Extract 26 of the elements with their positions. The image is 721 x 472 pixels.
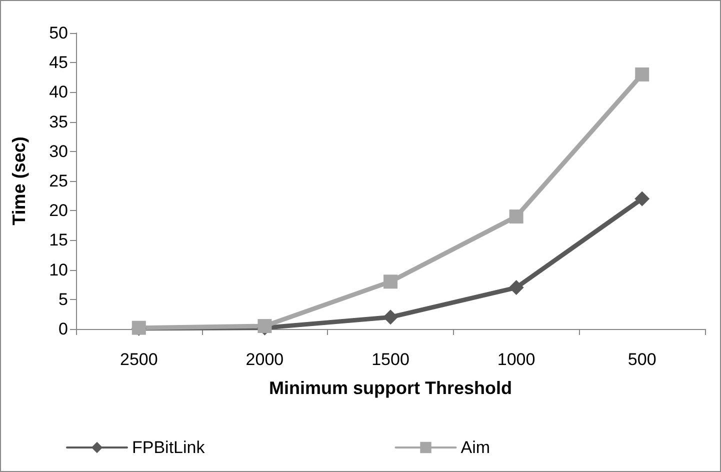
point xyxy=(383,310,398,325)
point xyxy=(384,274,398,289)
y-tick-label: 15 xyxy=(49,230,68,250)
point xyxy=(635,67,650,82)
x-tick-label: 1000 xyxy=(497,350,536,369)
x-tick-label: 2500 xyxy=(120,350,158,369)
y-tick-label: 50 xyxy=(49,24,68,42)
y-tick-label: 45 xyxy=(49,53,68,72)
x-tick-label: 1500 xyxy=(372,350,410,369)
y-tick-label: 25 xyxy=(49,172,68,190)
point xyxy=(509,210,524,224)
point xyxy=(634,191,650,206)
x-tick-label: 2000 xyxy=(246,350,284,369)
point xyxy=(508,280,524,296)
y-tick-label: 40 xyxy=(49,82,68,102)
y-tick-label: 35 xyxy=(49,112,68,132)
y-tick-label: 10 xyxy=(49,260,68,280)
y-tick-label: 30 xyxy=(49,142,68,161)
legend-label: FPBitLink xyxy=(132,438,206,457)
y-axis-title: Time (sec) xyxy=(9,136,29,226)
y-tick-label: 0 xyxy=(58,320,68,338)
y-tick-label: 5 xyxy=(58,290,68,309)
x-axis-title: Minimum support Threshold xyxy=(269,378,512,398)
y-tick-label: 20 xyxy=(49,201,68,220)
x-tick-label: 500 xyxy=(628,350,656,369)
legend-label: Aim xyxy=(460,438,490,457)
